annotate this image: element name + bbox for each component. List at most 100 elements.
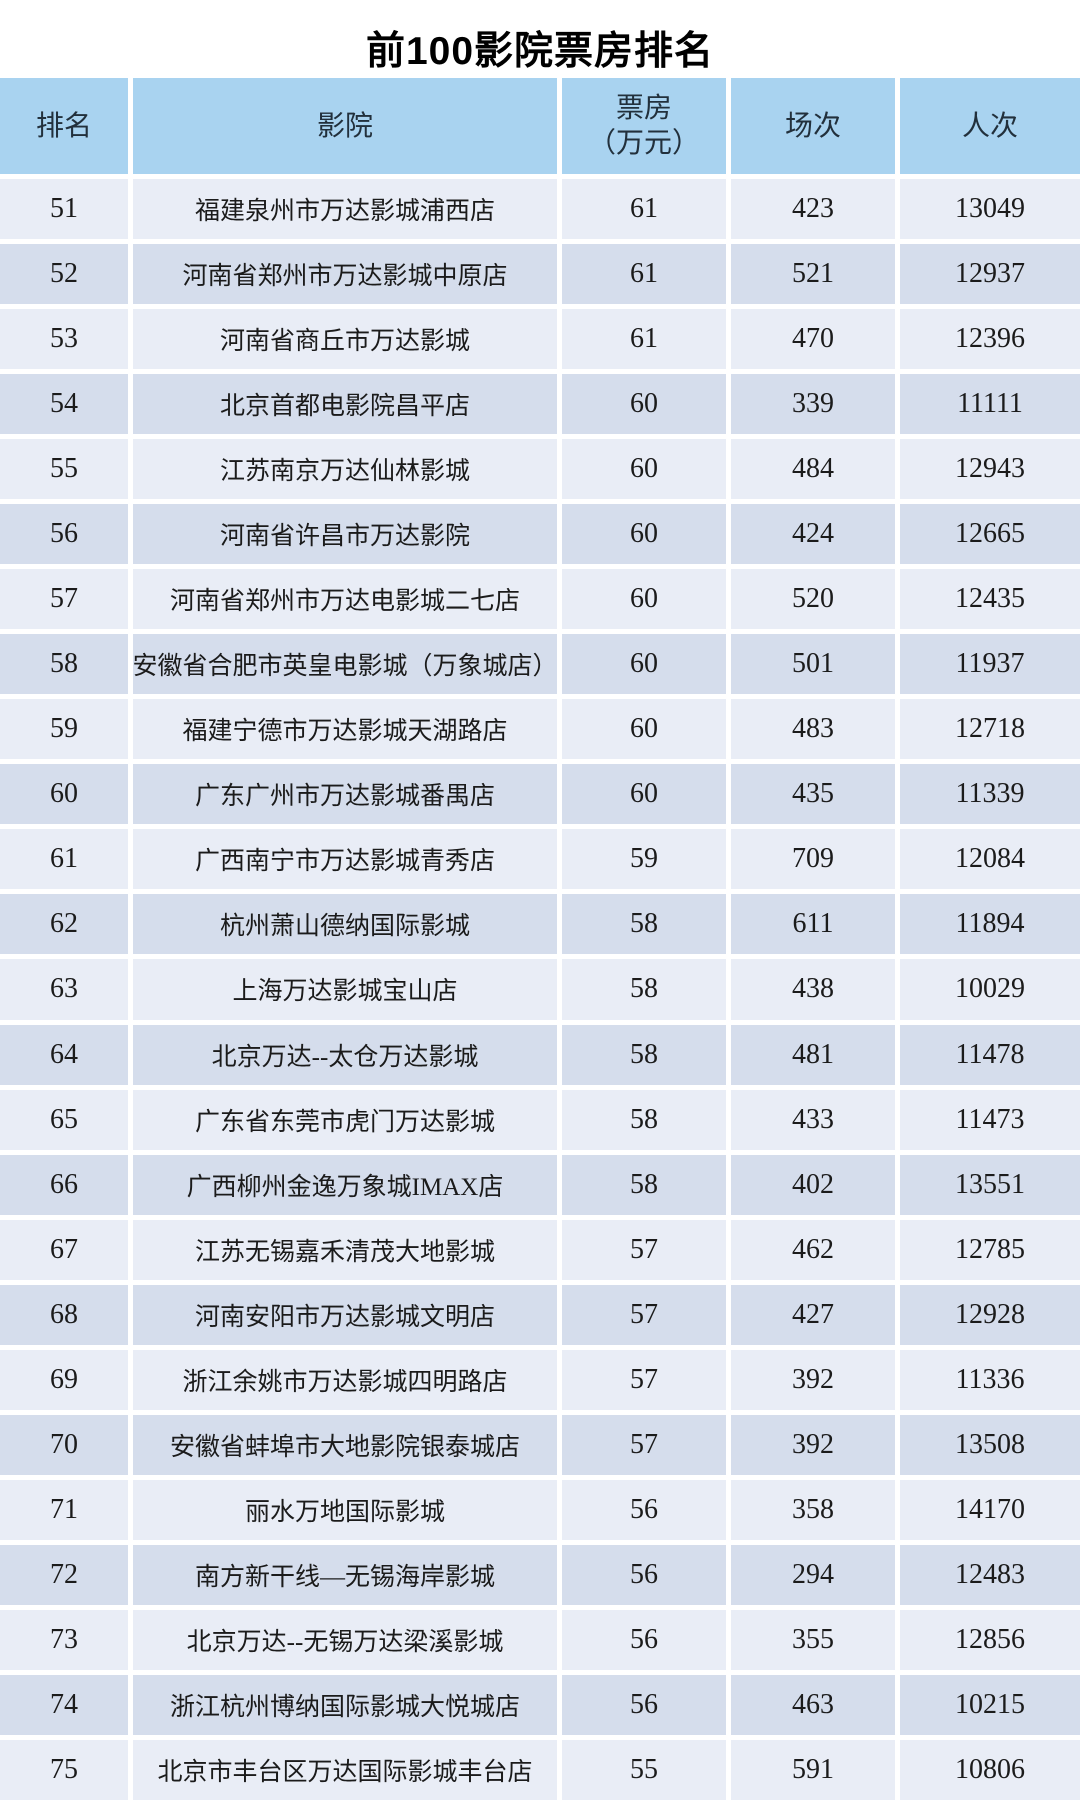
sessions-cell: 520 bbox=[731, 569, 895, 630]
attendance-cell: 14170 bbox=[900, 1479, 1080, 1540]
boxoffice-cell: 61 bbox=[562, 244, 726, 305]
boxoffice-cell: 59 bbox=[562, 829, 726, 890]
column-header-sessions: 场次 bbox=[731, 78, 895, 174]
attendance-cell: 11473 bbox=[900, 1089, 1080, 1150]
cinema-cell: 丽水万地国际影城 bbox=[133, 1479, 557, 1540]
boxoffice-cell: 58 bbox=[562, 1024, 726, 1085]
boxoffice-cell: 57 bbox=[562, 1219, 726, 1280]
rank-cell: 65 bbox=[0, 1089, 128, 1150]
column-header-cinema: 影院 bbox=[133, 78, 557, 174]
boxoffice-cell: 57 bbox=[562, 1284, 726, 1345]
rank-cell: 58 bbox=[0, 634, 128, 695]
cinema-cell: 河南省许昌市万达影院 bbox=[133, 504, 557, 565]
attendance-cell: 11336 bbox=[900, 1349, 1080, 1410]
cinema-cell: 杭州萧山德纳国际影城 bbox=[133, 894, 557, 955]
boxoffice-cell: 56 bbox=[562, 1544, 726, 1605]
attendance-cell: 13508 bbox=[900, 1414, 1080, 1475]
rank-cell: 73 bbox=[0, 1609, 128, 1670]
boxoffice-cell: 60 bbox=[562, 764, 726, 825]
boxoffice-cell: 58 bbox=[562, 1089, 726, 1150]
sessions-cell: 294 bbox=[731, 1544, 895, 1605]
rank-cell: 57 bbox=[0, 569, 128, 630]
attendance-cell: 11478 bbox=[900, 1024, 1080, 1085]
attendance-cell: 12785 bbox=[900, 1219, 1080, 1280]
boxoffice-cell: 61 bbox=[562, 309, 726, 370]
attendance-cell: 11111 bbox=[900, 374, 1080, 435]
rank-cell: 54 bbox=[0, 374, 128, 435]
attendance-cell: 10806 bbox=[900, 1739, 1080, 1800]
sessions-cell: 501 bbox=[731, 634, 895, 695]
rank-cell: 63 bbox=[0, 959, 128, 1020]
attendance-cell: 11339 bbox=[900, 764, 1080, 825]
boxoffice-cell: 58 bbox=[562, 1154, 726, 1215]
rank-cell: 72 bbox=[0, 1544, 128, 1605]
cinema-cell: 河南安阳市万达影城文明店 bbox=[133, 1284, 557, 1345]
sessions-cell: 402 bbox=[731, 1154, 895, 1215]
rank-cell: 62 bbox=[0, 894, 128, 955]
cinema-cell: 福建泉州市万达影城浦西店 bbox=[133, 179, 557, 240]
rank-cell: 70 bbox=[0, 1414, 128, 1475]
column-header-rank: 排名 bbox=[0, 78, 128, 174]
rank-cell: 59 bbox=[0, 699, 128, 760]
column-header-attendance-label: 人次 bbox=[961, 110, 1018, 142]
box-office-ranking-table: 排名 影院 票房 （万元） 场次 人次 51 福建泉州市万达影城浦西店 61 423 1… bbox=[0, 78, 1080, 1800]
rank-cell: 69 bbox=[0, 1349, 128, 1410]
rank-cell: 61 bbox=[0, 829, 128, 890]
cinema-cell: 广西南宁市万达影城青秀店 bbox=[133, 829, 557, 890]
sessions-cell: 433 bbox=[731, 1089, 895, 1150]
rank-cell: 60 bbox=[0, 764, 128, 825]
rank-cell: 75 bbox=[0, 1739, 128, 1800]
attendance-cell: 12665 bbox=[900, 504, 1080, 565]
sessions-cell: 483 bbox=[731, 699, 895, 760]
attendance-cell: 12856 bbox=[900, 1609, 1080, 1670]
rank-cell: 66 bbox=[0, 1154, 128, 1215]
attendance-cell: 12435 bbox=[900, 569, 1080, 630]
cinema-cell: 河南省郑州市万达电影城二七店 bbox=[133, 569, 557, 630]
sessions-cell: 392 bbox=[731, 1349, 895, 1410]
sessions-cell: 484 bbox=[731, 439, 895, 500]
boxoffice-cell: 60 bbox=[562, 634, 726, 695]
rank-cell: 64 bbox=[0, 1024, 128, 1085]
attendance-cell: 11894 bbox=[900, 894, 1080, 955]
column-header-boxoffice: 票房 （万元） bbox=[562, 78, 726, 174]
attendance-cell: 12084 bbox=[900, 829, 1080, 890]
attendance-cell: 12483 bbox=[900, 1544, 1080, 1605]
page-title: 前100影院票房排名 bbox=[365, 30, 715, 73]
rank-cell: 71 bbox=[0, 1479, 128, 1540]
sessions-cell: 424 bbox=[731, 504, 895, 565]
boxoffice-cell: 56 bbox=[562, 1609, 726, 1670]
rank-cell: 55 bbox=[0, 439, 128, 500]
column-header-attendance: 人次 bbox=[900, 78, 1080, 174]
attendance-cell: 12943 bbox=[900, 439, 1080, 500]
sessions-cell: 427 bbox=[731, 1284, 895, 1345]
sessions-cell: 423 bbox=[731, 179, 895, 240]
attendance-cell: 12396 bbox=[900, 309, 1080, 370]
boxoffice-cell: 55 bbox=[562, 1739, 726, 1800]
rank-cell: 56 bbox=[0, 504, 128, 565]
boxoffice-cell: 58 bbox=[562, 959, 726, 1020]
rank-cell: 51 bbox=[0, 179, 128, 240]
attendance-cell: 10029 bbox=[900, 959, 1080, 1020]
attendance-cell: 11937 bbox=[900, 634, 1080, 695]
boxoffice-cell: 61 bbox=[562, 179, 726, 240]
cinema-cell: 广东省东莞市虎门万达影城 bbox=[133, 1089, 557, 1150]
sessions-cell: 521 bbox=[731, 244, 895, 305]
sessions-cell: 462 bbox=[731, 1219, 895, 1280]
rank-cell: 68 bbox=[0, 1284, 128, 1345]
sessions-cell: 355 bbox=[731, 1609, 895, 1670]
boxoffice-cell: 56 bbox=[562, 1479, 726, 1540]
cinema-cell: 南方新干线—无锡海岸影城 bbox=[133, 1544, 557, 1605]
rank-cell: 52 bbox=[0, 244, 128, 305]
cinema-cell: 安徽省蚌埠市大地影院银泰城店 bbox=[133, 1414, 557, 1475]
attendance-cell: 13049 bbox=[900, 179, 1080, 240]
boxoffice-cell: 60 bbox=[562, 374, 726, 435]
cinema-cell: 河南省商丘市万达影城 bbox=[133, 309, 557, 370]
sessions-cell: 709 bbox=[731, 829, 895, 890]
attendance-cell: 12718 bbox=[900, 699, 1080, 760]
cinema-cell: 北京市丰台区万达国际影城丰台店 bbox=[133, 1739, 557, 1800]
cinema-cell: 安徽省合肥市英皇电影城（万象城店） bbox=[133, 634, 558, 695]
cinema-cell: 江苏无锡嘉禾清茂大地影城 bbox=[133, 1219, 557, 1280]
boxoffice-cell: 56 bbox=[562, 1674, 726, 1735]
cinema-cell: 北京万达--太仓万达影城 bbox=[133, 1024, 557, 1085]
sessions-cell: 470 bbox=[731, 309, 895, 370]
